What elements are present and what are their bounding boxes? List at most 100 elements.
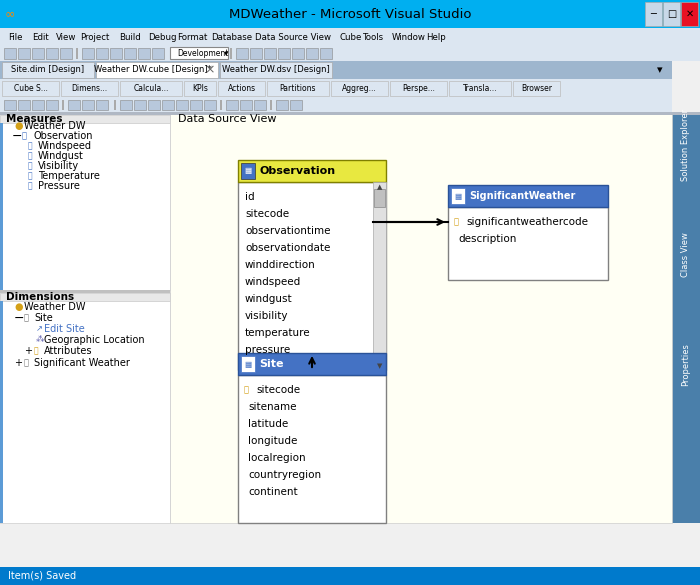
Bar [68, 100, 80, 110]
Bar [241, 356, 255, 372]
Text: Database: Database [211, 33, 252, 42]
Bar [0, 45, 700, 61]
Text: ✕: ✕ [685, 9, 694, 19]
Bar [96, 100, 108, 110]
Bar [184, 81, 216, 96]
Text: Solution Explorer: Solution Explorer [682, 109, 690, 181]
Bar [32, 48, 44, 59]
Text: Temperature: Temperature [38, 171, 100, 181]
Bar [0, 123, 170, 290]
Text: Visibility: Visibility [38, 161, 79, 171]
Bar [170, 112, 672, 523]
Bar [62, 100, 64, 110]
Text: Weather DW: Weather DW [24, 302, 85, 312]
Text: Pressure: Pressure [38, 181, 80, 191]
Text: Significant Weather: Significant Weather [34, 358, 130, 368]
Text: sitecode: sitecode [256, 385, 300, 395]
Bar [60, 48, 72, 59]
Bar [449, 81, 511, 96]
Bar [0, 28, 700, 45]
Text: 📊: 📊 [28, 142, 33, 150]
Text: Partitions: Partitions [280, 84, 316, 93]
Text: SignificantWeather: SignificantWeather [469, 191, 575, 201]
Text: Edit: Edit [32, 33, 49, 42]
Bar [373, 182, 386, 370]
Text: ×: × [204, 64, 216, 77]
Text: 📊: 📊 [28, 152, 33, 160]
Text: −: − [14, 311, 24, 325]
Text: Observation: Observation [33, 131, 92, 141]
Bar [331, 81, 388, 96]
Bar [238, 375, 386, 523]
Bar [190, 100, 202, 110]
Text: Dimens...: Dimens... [71, 84, 108, 93]
Text: Project: Project [80, 33, 109, 42]
Bar [448, 185, 608, 207]
Bar [110, 48, 122, 59]
Bar [218, 81, 265, 96]
Text: 🔲: 🔲 [24, 359, 29, 367]
Bar [176, 100, 188, 110]
Text: ⁂: ⁂ [36, 336, 45, 345]
Bar [270, 100, 272, 110]
Bar [236, 48, 248, 59]
Text: Transla...: Transla... [463, 84, 497, 93]
Bar [0, 115, 170, 123]
Bar [320, 48, 332, 59]
Text: pressure: pressure [245, 345, 290, 355]
Text: observationdate: observationdate [245, 243, 330, 253]
Text: MDWeather - Microsoft Visual Studio: MDWeather - Microsoft Visual Studio [229, 8, 471, 20]
Text: +: + [14, 358, 22, 368]
Bar [292, 48, 304, 59]
Text: ▦: ▦ [244, 167, 251, 176]
Bar [0, 290, 170, 293]
Text: Windspeed: Windspeed [38, 141, 92, 151]
Text: Weather DW: Weather DW [24, 121, 85, 131]
Text: temperature: temperature [245, 328, 311, 338]
Text: id: id [245, 192, 255, 202]
Bar [2, 81, 59, 96]
Text: localregion: localregion [248, 453, 306, 463]
Text: latitude: latitude [248, 419, 288, 429]
Bar [238, 353, 386, 375]
Text: KPIs: KPIs [192, 84, 208, 93]
Bar [96, 48, 108, 59]
Bar [0, 567, 700, 585]
Text: −: − [12, 129, 22, 143]
Bar [4, 100, 16, 110]
Text: ↗: ↗ [36, 325, 43, 333]
Text: Geographic Location: Geographic Location [44, 335, 145, 345]
Text: ●: ● [14, 121, 22, 131]
Bar [120, 100, 132, 110]
Text: 📊: 📊 [22, 132, 27, 140]
Text: sitename: sitename [248, 402, 297, 412]
Text: winddirection: winddirection [245, 260, 316, 270]
Bar [0, 123, 3, 290]
Bar [18, 100, 30, 110]
Text: ∞: ∞ [5, 8, 15, 20]
Text: ▦: ▦ [454, 191, 461, 201]
Bar [46, 100, 58, 110]
Bar [82, 48, 94, 59]
Text: countryregion: countryregion [248, 470, 321, 480]
Bar [61, 81, 118, 96]
Text: visibility: visibility [245, 311, 288, 321]
Bar [4, 48, 16, 59]
Text: 📊: 📊 [28, 171, 33, 181]
Bar [238, 160, 386, 182]
Bar [306, 48, 318, 59]
Bar [0, 0, 700, 28]
Text: significantweathercode: significantweathercode [466, 217, 588, 227]
Bar [276, 100, 288, 110]
Text: ─: ─ [650, 9, 657, 19]
Bar [290, 100, 302, 110]
Text: Debug: Debug [148, 33, 176, 42]
Text: ▾: ▾ [657, 65, 663, 75]
Text: Weather DW.dsv [Design]: Weather DW.dsv [Design] [222, 66, 330, 74]
Bar [0, 97, 672, 112]
Bar [0, 112, 700, 115]
Bar [0, 301, 170, 523]
Bar [82, 100, 94, 110]
Text: Help: Help [426, 33, 446, 42]
Text: 🔲: 🔲 [24, 314, 29, 322]
